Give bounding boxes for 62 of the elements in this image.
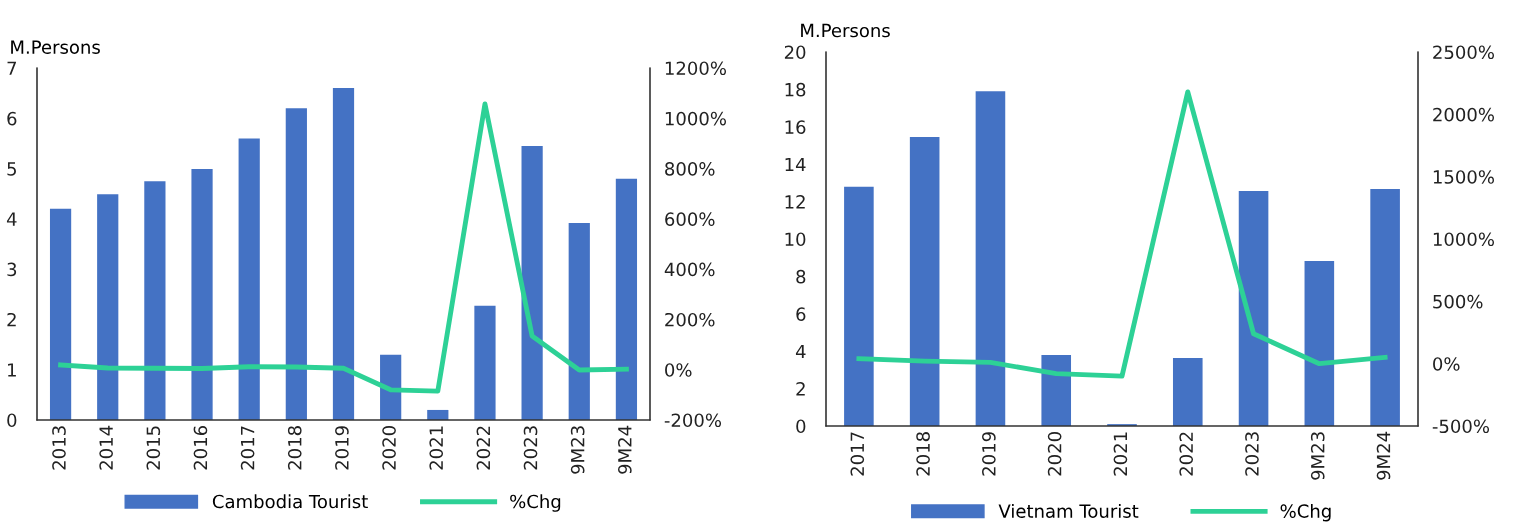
y-tick-label: 5 — [7, 162, 16, 176]
x-tick-label: 2014 — [99, 425, 113, 470]
y2-tick-label: 2500% — [1433, 45, 1494, 60]
legend-label: Vietnam Tourist — [998, 503, 1139, 518]
y-tick-label: 20 — [784, 45, 806, 60]
y2-tick-label: 2000% — [1433, 107, 1494, 122]
x-tick-label: 2019 — [982, 432, 996, 476]
x-tick-label: 2022 — [1179, 432, 1194, 476]
y-tick-label: 16 — [785, 120, 806, 134]
y2-tick-label: 1000% — [665, 111, 726, 126]
x-tick-label: 2016 — [193, 426, 208, 470]
y-tick-label: 1 — [8, 363, 16, 377]
y-tick-label: 14 — [785, 157, 806, 172]
x-tick-label: 2021 — [1113, 432, 1128, 476]
y-axis-title: M.Persons — [801, 23, 890, 38]
y-tick-label: 8 — [796, 269, 806, 284]
y2-tick-label: 1200% — [665, 61, 726, 76]
legend-label: Cambodia Tourist — [212, 494, 368, 509]
x-tick-label: 9M24 — [1376, 431, 1391, 480]
x-tick-label: 9M23 — [1310, 432, 1325, 480]
x-tick-label: 2020 — [382, 426, 396, 470]
legend-label: %Chg — [510, 494, 561, 512]
y-tick-label: 3 — [7, 262, 17, 277]
y2-tick-label: 1500% — [1433, 170, 1494, 184]
y2-tick-label: -200% — [664, 413, 722, 428]
y2-tick-label: 400% — [664, 262, 715, 277]
y2-tick-label: 1000% — [1433, 232, 1494, 247]
y-tick-label: 4 — [795, 344, 806, 359]
x-tick-label: 2015 — [146, 426, 161, 470]
y2-tick-label: 600% — [665, 212, 715, 226]
x-tick-label: 2017 — [850, 432, 865, 476]
x-tick-label: 2013 — [52, 426, 66, 470]
y-tick-label: 6 — [7, 111, 17, 126]
y-tick-label: 18 — [785, 82, 806, 97]
y-tick-label: 4 — [6, 212, 17, 226]
x-tick-label: 2020 — [1047, 432, 1062, 476]
y-tick-label: 0 — [7, 413, 17, 428]
y2-tick-label: 500% — [1433, 294, 1483, 309]
y-tick-label: 2 — [796, 382, 805, 396]
x-tick-label: 2018 — [287, 426, 302, 470]
x-tick-label: 2023 — [1245, 432, 1259, 476]
legend-label: %Chg — [1280, 503, 1331, 522]
x-tick-label: 2022 — [476, 426, 491, 470]
x-tick-label: 2017 — [240, 426, 255, 470]
x-tick-label: 2023 — [523, 426, 538, 470]
x-tick-label: 2018 — [916, 432, 930, 476]
x-tick-label: 2021 — [429, 426, 444, 470]
y2-tick-label: 0% — [665, 363, 692, 377]
x-tick-label: 9M23 — [570, 426, 585, 474]
y-tick-label: 6 — [796, 307, 806, 321]
y2-tick-label: -500% — [1432, 419, 1490, 434]
y-tick-label: 2 — [7, 312, 16, 327]
y-tick-label: 10 — [785, 232, 806, 247]
y-tick-label: 0 — [796, 419, 806, 434]
y2-tick-label: 800% — [665, 162, 715, 176]
y-tick-label: 12 — [785, 195, 805, 209]
y-tick-label: 7 — [7, 61, 17, 75]
x-tick-label: 2019 — [335, 426, 349, 470]
x-tick-label: 9M24 — [618, 425, 632, 474]
y2-tick-label: 200% — [665, 312, 715, 327]
y2-tick-label: 0% — [1433, 357, 1460, 371]
y-axis-title: M.Persons — [11, 40, 100, 54]
